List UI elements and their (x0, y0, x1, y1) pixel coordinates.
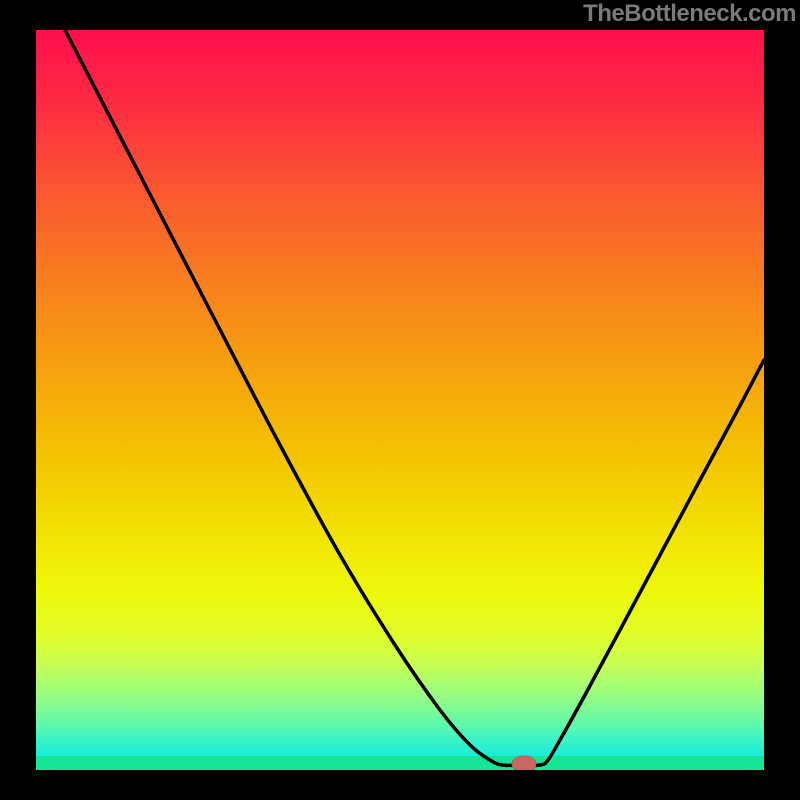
green-band (36, 756, 764, 770)
border-left (0, 0, 36, 800)
border-bottom (0, 770, 800, 800)
border-right (764, 0, 800, 800)
bottleneck-chart (0, 0, 800, 800)
watermark-text: TheBottleneck.com (583, 0, 796, 28)
optimum-marker (512, 756, 536, 772)
gradient-background (36, 30, 764, 770)
chart-container: TheBottleneck.com (0, 0, 800, 800)
